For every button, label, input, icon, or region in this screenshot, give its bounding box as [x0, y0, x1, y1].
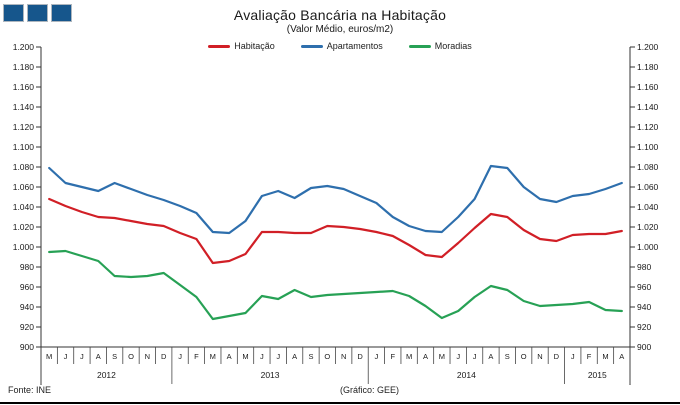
series-line-apartamentos	[48, 164, 623, 235]
month-label: M	[210, 352, 216, 361]
month-label: D	[357, 352, 363, 361]
y-tick-label-left: 1.060	[13, 182, 35, 192]
series-line-moradias	[48, 249, 623, 321]
y-tick-label-right: 1.060	[637, 182, 659, 192]
year-label: 2013	[261, 370, 280, 380]
y-tick-label-left: 960	[20, 282, 34, 292]
month-label: J	[276, 352, 280, 361]
legend-item: Moradias	[408, 41, 472, 51]
legend-swatch-icon	[208, 44, 231, 48]
legend-swatch-icon	[300, 44, 323, 48]
y-tick-label-right: 1.200	[637, 42, 659, 52]
y-tick-label-left: 920	[20, 322, 34, 332]
y-tick-label-left: 1.200	[13, 42, 35, 52]
legend-label: Habitação	[234, 41, 275, 51]
y-tick-label-left: 900	[20, 342, 34, 352]
month-label: M	[439, 352, 445, 361]
year-label: 2014	[457, 370, 476, 380]
month-label: A	[423, 352, 428, 361]
y-tick-label-right: 1.100	[637, 142, 659, 152]
legend-swatch-icon	[408, 44, 431, 48]
y-tick-label-left: 1.140	[13, 102, 35, 112]
year-label: 2015	[588, 370, 607, 380]
month-label: J	[571, 352, 575, 361]
source-note: Fonte: INE	[8, 385, 52, 395]
month-label: S	[112, 352, 117, 361]
y-tick-label-right: 900	[637, 342, 651, 352]
y-tick-label-left: 1.080	[13, 162, 35, 172]
y-tick-label-left: 940	[20, 302, 34, 312]
month-label: F	[587, 352, 592, 361]
month-label: M	[602, 352, 608, 361]
series-line-habitacao	[48, 197, 623, 265]
legend-label: Apartamentos	[326, 41, 383, 51]
y-tick-label-left: 1.040	[13, 202, 35, 212]
y-tick-label-right: 1.000	[637, 242, 659, 252]
y-tick-label-left: 1.160	[13, 82, 35, 92]
month-label: J	[375, 352, 379, 361]
month-label: J	[456, 352, 460, 361]
chart-title: Avaliação Bancária na Habitação	[233, 7, 447, 23]
month-label: J	[80, 352, 84, 361]
y-tick-label-right: 960	[637, 282, 651, 292]
month-label: A	[292, 352, 297, 361]
y-tick-label-left: 980	[20, 262, 34, 272]
month-label: A	[488, 352, 493, 361]
y-tick-label-left: 1.020	[13, 222, 35, 232]
chart-subtitle: (Valor Médio, euros/m2)	[286, 24, 394, 35]
month-label: A	[227, 352, 232, 361]
logo-square	[27, 4, 48, 22]
legend-label: Moradias	[434, 41, 472, 51]
y-tick-label-right: 1.020	[637, 222, 659, 232]
month-label: S	[308, 352, 313, 361]
logo-square	[51, 4, 72, 22]
month-label: J	[64, 352, 68, 361]
month-label: J	[473, 352, 477, 361]
credit-note: (Gráfico: GEE)	[340, 385, 400, 395]
logo	[3, 4, 72, 22]
y-tick-label-left: 1.180	[13, 62, 35, 72]
month-label: F	[390, 352, 395, 361]
month-label: J	[178, 352, 182, 361]
y-tick-label-right: 1.140	[637, 102, 659, 112]
y-tick-label-right: 1.080	[637, 162, 659, 172]
y-tick-label-left: 1.100	[13, 142, 35, 152]
bottom-divider	[0, 402, 680, 404]
y-tick-label-right: 940	[637, 302, 651, 312]
month-label: A	[619, 352, 624, 361]
month-label: D	[554, 352, 560, 361]
y-tick-label-right: 920	[637, 322, 651, 332]
month-label: M	[406, 352, 412, 361]
month-label: N	[537, 352, 542, 361]
legend-item: Apartamentos	[300, 41, 383, 51]
y-tick-label-left: 1.000	[13, 242, 35, 252]
month-label: M	[46, 352, 52, 361]
month-label: S	[505, 352, 510, 361]
month-label: A	[96, 352, 101, 361]
y-tick-label-right: 1.120	[637, 122, 659, 132]
month-label: O	[128, 352, 134, 361]
month-label: O	[324, 352, 330, 361]
month-label: N	[341, 352, 346, 361]
y-tick-label-right: 1.180	[637, 62, 659, 72]
year-label: 2012	[97, 370, 116, 380]
y-tick-label-left: 1.120	[13, 122, 35, 132]
month-label: F	[194, 352, 199, 361]
legend-item: Habitação	[208, 41, 275, 51]
y-tick-label-right: 980	[637, 262, 651, 272]
legend: Habitação Apartamentos Moradias	[0, 41, 680, 51]
month-label: J	[260, 352, 264, 361]
month-label: N	[145, 352, 150, 361]
y-tick-label-right: 1.160	[637, 82, 659, 92]
month-label: M	[242, 352, 248, 361]
y-tick-label-right: 1.040	[637, 202, 659, 212]
month-label: O	[521, 352, 527, 361]
logo-square	[3, 4, 24, 22]
month-label: D	[161, 352, 167, 361]
